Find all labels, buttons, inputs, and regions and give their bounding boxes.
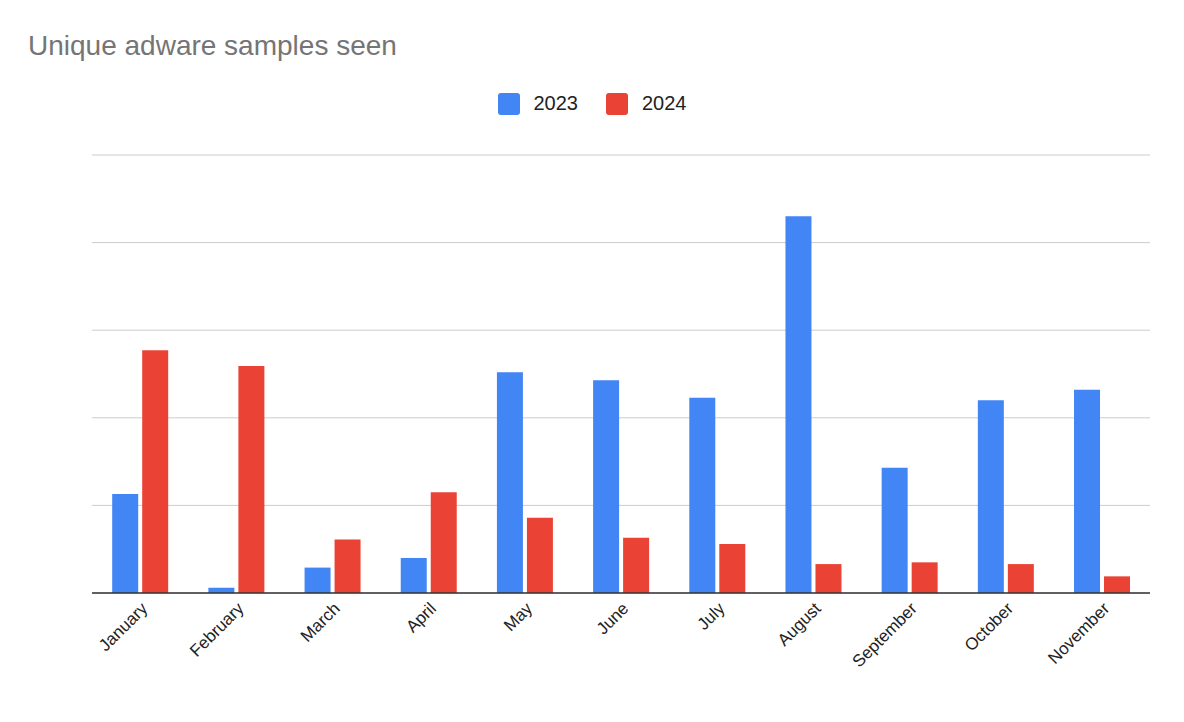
svg-text:September: September: [849, 599, 921, 671]
svg-text:January: January: [95, 599, 152, 656]
svg-text:February: February: [186, 599, 248, 661]
svg-text:June: June: [593, 599, 633, 639]
svg-text:October: October: [961, 599, 1017, 655]
svg-text:April: April: [403, 599, 440, 636]
html-text:2023: 2023: [533, 92, 578, 114]
svg-text:July: July: [694, 599, 729, 634]
svg-text:August: August: [774, 599, 825, 650]
html-text:Unique adware samples seen: Unique adware samples seen: [28, 30, 397, 61]
html-text:2024: 2024: [642, 92, 687, 114]
svg-text:March: March: [297, 599, 344, 646]
svg-text:November: November: [1044, 599, 1113, 668]
svg-text:May: May: [500, 599, 536, 635]
